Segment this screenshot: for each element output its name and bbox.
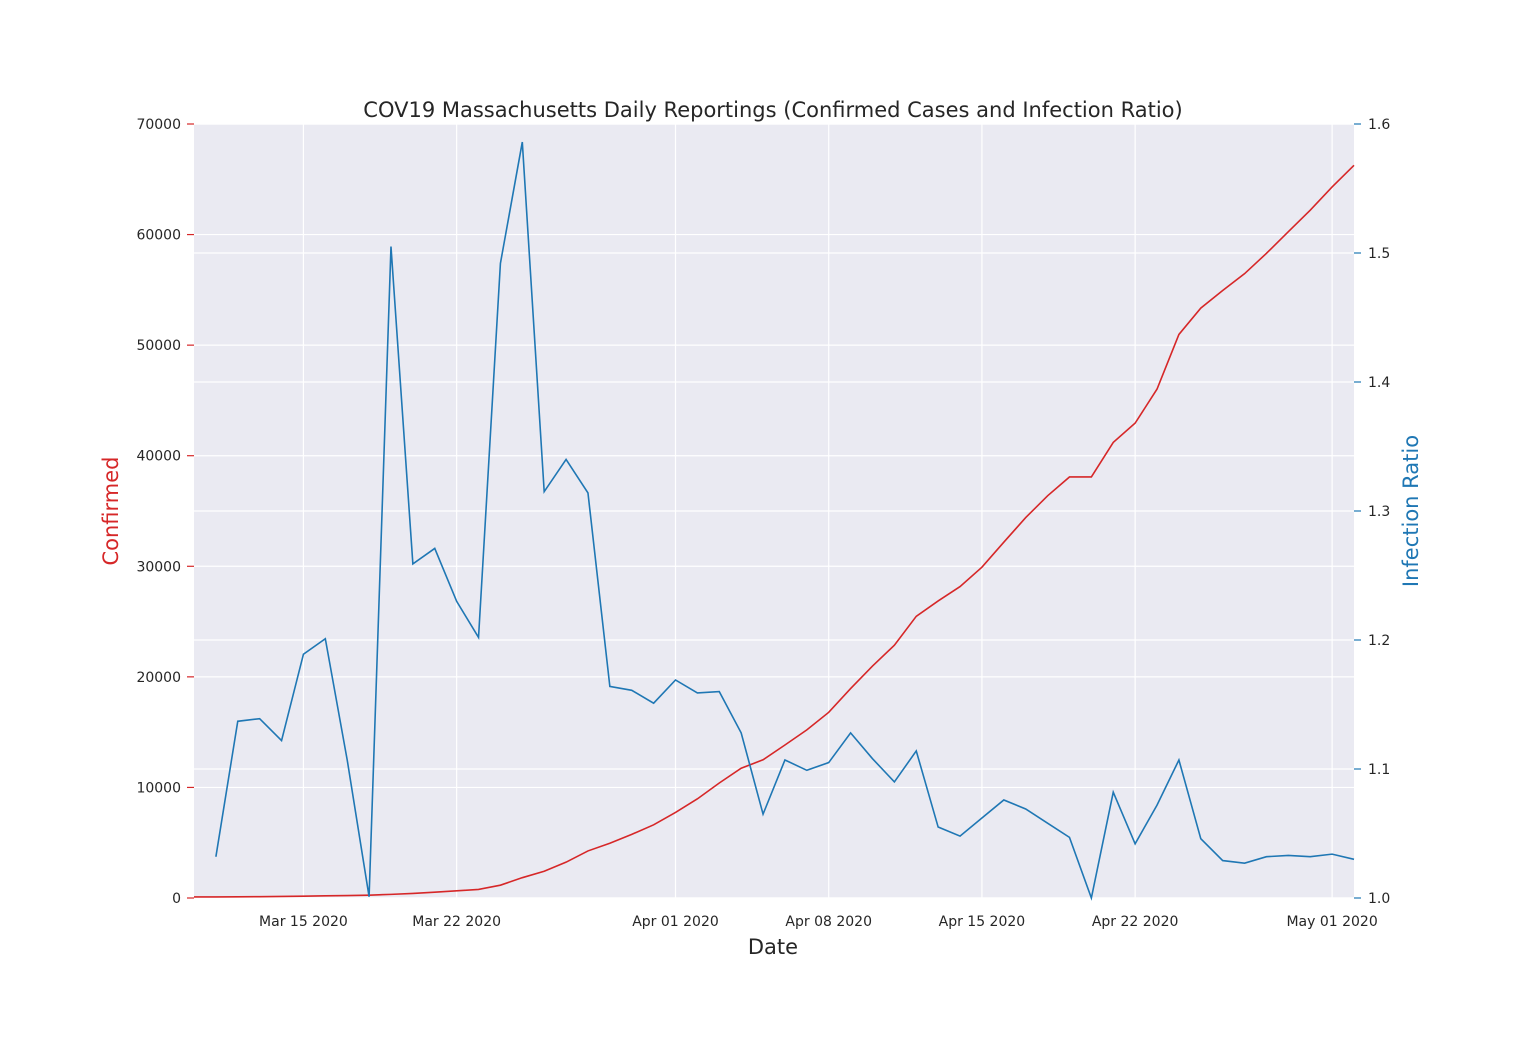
x-tick-label: Apr 15 2020	[939, 914, 1026, 930]
chart-title: COV19 Massachusetts Daily Reportings (Co…	[363, 98, 1182, 122]
y-left-axis: 0 10000 20000 30000 40000 50000 60000 70000	[136, 117, 194, 907]
y-right-axis: 1.0 1.1 1.2 1.3 1.4 1.5 1.6	[1354, 117, 1390, 907]
y-right-tick-label: 1.2	[1368, 633, 1390, 649]
y-right-tick-label: 1.0	[1368, 891, 1390, 907]
y-right-tick-label: 1.6	[1368, 117, 1390, 133]
y-right-tick-label: 1.3	[1368, 504, 1390, 520]
grid-horizontal-right	[194, 123, 1354, 899]
x-tick-label: Apr 01 2020	[632, 914, 719, 930]
x-axis: Mar 15 2020 Mar 22 2020 Apr 01 2020 Apr 08 …	[259, 914, 1378, 930]
x-axis-label: Date	[748, 935, 798, 959]
grid-vertical	[302, 124, 1333, 898]
y-left-tick-label: 60000	[136, 228, 181, 244]
y-left-tick-label: 70000	[136, 117, 181, 133]
x-tick-label: Mar 15 2020	[259, 914, 348, 930]
y-left-tick-label: 40000	[136, 449, 181, 465]
x-tick-label: Mar 22 2020	[412, 914, 501, 930]
y-left-tick-label: 50000	[136, 338, 181, 354]
y-left-tick-label: 10000	[136, 780, 181, 796]
series-line-confirmed	[193, 164, 1355, 898]
y-left-tick-label: 0	[172, 891, 181, 907]
y-right-tick-label: 1.4	[1368, 375, 1390, 391]
series-line-infection-ratio	[215, 141, 1355, 901]
y-left-tick-label: 20000	[136, 670, 181, 686]
y-left-axis-label: Confirmed	[99, 456, 123, 565]
x-tick-label: Apr 08 2020	[785, 914, 872, 930]
y-right-axis-label: Infection Ratio	[1399, 435, 1423, 587]
y-left-tick-label: 30000	[136, 559, 181, 575]
x-tick-label: May 01 2020	[1286, 914, 1377, 930]
x-tick-label: Apr 22 2020	[1092, 914, 1179, 930]
y-right-tick-label: 1.1	[1368, 762, 1390, 778]
y-right-tick-label: 1.5	[1368, 246, 1390, 262]
